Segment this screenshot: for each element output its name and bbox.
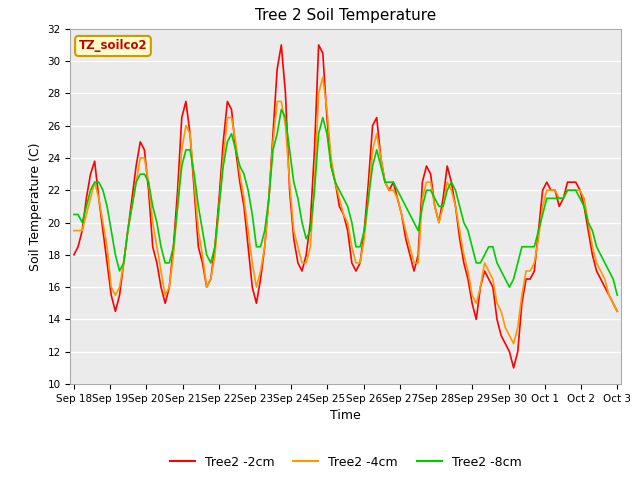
Tree2 -2cm [136, 139, 144, 144]
Tree2 -4cm [509, 341, 517, 347]
X-axis label: Time: Time [330, 409, 361, 422]
Tree2 -8cm [136, 171, 144, 177]
Tree2 -2cm [253, 300, 260, 306]
Tree2 -2cm [518, 300, 525, 306]
Tree2 -2cm [614, 309, 621, 314]
Tree2 -2cm [70, 252, 77, 258]
Tree2 -8cm [236, 163, 244, 169]
Tree2 -8cm [614, 292, 621, 298]
Tree2 -4cm [116, 284, 124, 290]
Tree2 -4cm [136, 155, 144, 161]
Tree2 -4cm [319, 74, 326, 80]
Text: TZ_soilco2: TZ_soilco2 [79, 39, 147, 52]
Tree2 -4cm [518, 292, 525, 298]
Line: Tree2 -2cm: Tree2 -2cm [74, 45, 618, 368]
Tree2 -2cm [509, 365, 517, 371]
Tree2 -4cm [514, 324, 522, 330]
Tree2 -8cm [278, 107, 285, 112]
Tree2 -2cm [236, 180, 244, 185]
Line: Tree2 -8cm: Tree2 -8cm [74, 109, 618, 295]
Tree2 -2cm [278, 42, 285, 48]
Tree2 -8cm [70, 212, 77, 217]
Tree2 -8cm [514, 260, 522, 266]
Tree2 -4cm [253, 284, 260, 290]
Tree2 -4cm [614, 309, 621, 314]
Legend: Tree2 -2cm, Tree2 -4cm, Tree2 -8cm: Tree2 -2cm, Tree2 -4cm, Tree2 -8cm [165, 451, 526, 474]
Y-axis label: Soil Temperature (C): Soil Temperature (C) [29, 142, 42, 271]
Line: Tree2 -4cm: Tree2 -4cm [74, 77, 618, 344]
Tree2 -4cm [236, 171, 244, 177]
Title: Tree 2 Soil Temperature: Tree 2 Soil Temperature [255, 9, 436, 24]
Tree2 -8cm [509, 276, 517, 282]
Tree2 -4cm [70, 228, 77, 233]
Tree2 -8cm [116, 268, 124, 274]
Tree2 -2cm [116, 292, 124, 298]
Tree2 -2cm [514, 349, 522, 355]
Tree2 -8cm [253, 244, 260, 250]
